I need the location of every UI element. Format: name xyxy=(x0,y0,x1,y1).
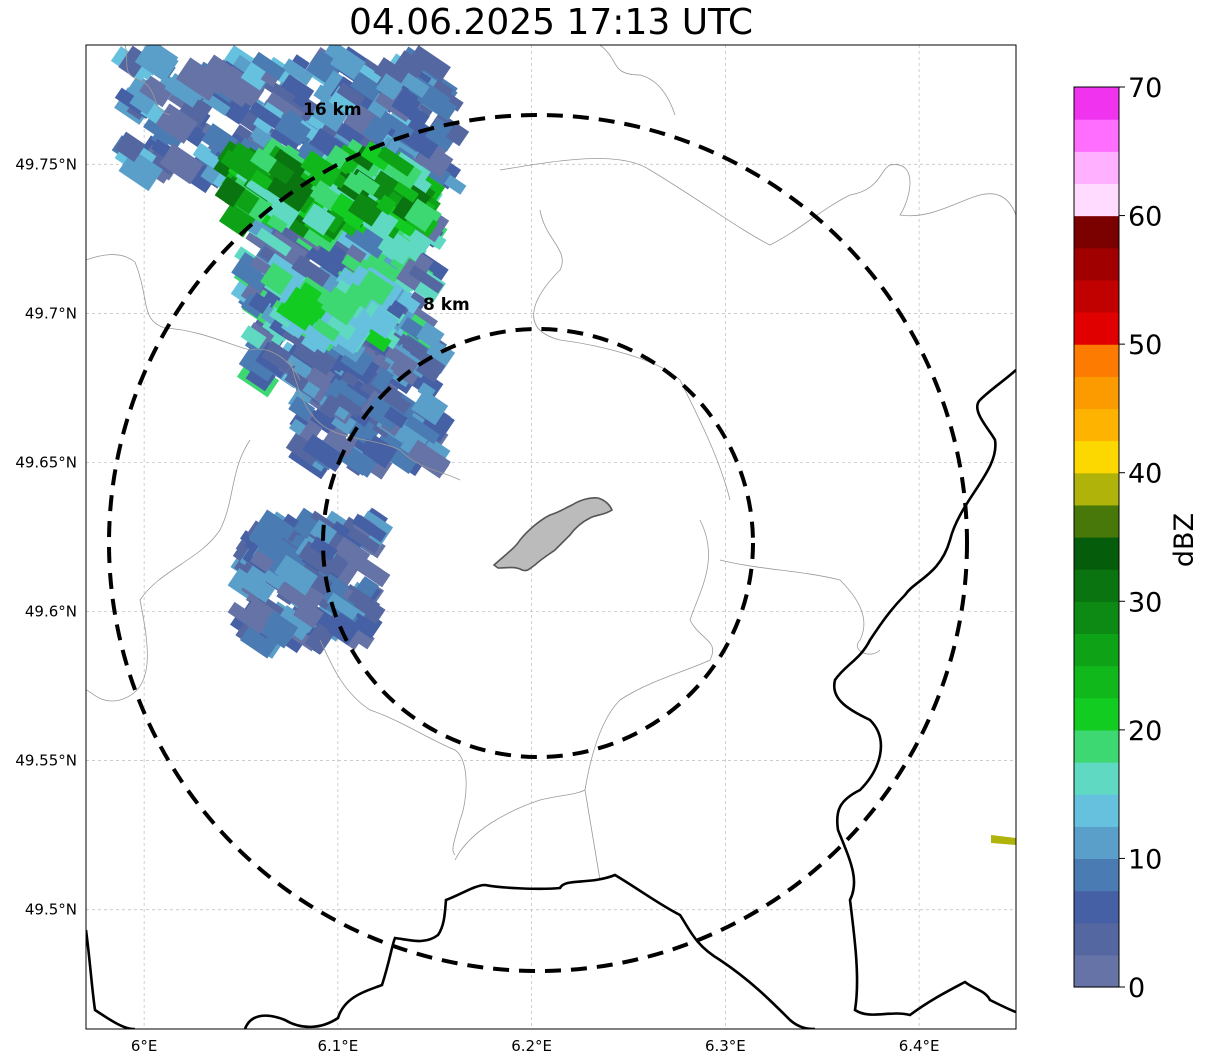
colorbar-swatch xyxy=(1074,794,1119,827)
lat-tick-label: 49.65°N xyxy=(15,453,77,471)
colorbar-swatch xyxy=(1074,441,1119,474)
colorbar-swatch xyxy=(1074,119,1119,152)
colorbar-swatch xyxy=(1074,505,1119,538)
colorbar-swatch xyxy=(1074,891,1119,924)
colorbar-swatch xyxy=(1074,537,1119,570)
colorbar-tick-label: 20 xyxy=(1128,716,1162,747)
colorbar-swatch xyxy=(1074,183,1119,216)
colorbar: 0 10 20 30 40 50 60 70 xyxy=(1074,73,1162,1004)
colorbar-swatch xyxy=(1074,87,1119,120)
colorbar-swatch xyxy=(1074,826,1119,859)
colorbar-swatch xyxy=(1074,762,1119,795)
lat-tick-label: 49.5°N xyxy=(25,901,77,919)
colorbar-swatch xyxy=(1074,151,1119,184)
range-ring-16km-label: 16 km xyxy=(303,100,362,120)
lon-tick-label: 6.3°E xyxy=(705,1037,746,1055)
colorbar-swatch xyxy=(1074,344,1119,377)
colorbar-swatch xyxy=(1074,858,1119,891)
colorbar-tick-label: 10 xyxy=(1128,844,1162,875)
city-outline xyxy=(494,498,612,571)
colorbar-tick-label: 0 xyxy=(1128,973,1145,1004)
colorbar-swatch xyxy=(1074,569,1119,602)
colorbar-swatch xyxy=(1074,601,1119,634)
colorbar-swatch xyxy=(1074,955,1119,988)
radar-echoes xyxy=(111,40,469,659)
range-ring-8km-label: 8 km xyxy=(423,295,470,315)
colorbar-swatch xyxy=(1074,408,1119,441)
colorbar-swatch xyxy=(1074,280,1119,313)
colorbar-tick-label: 70 xyxy=(1128,73,1162,104)
colorbar-title: dBZ xyxy=(1169,513,1200,567)
colorbar-swatch xyxy=(1074,666,1119,699)
colorbar-tick-label: 60 xyxy=(1128,202,1162,233)
colorbar-tick-label: 50 xyxy=(1128,330,1162,361)
colorbar-swatch xyxy=(1074,730,1119,763)
colorbar-swatch xyxy=(1074,698,1119,731)
lat-tick-label: 49.55°N xyxy=(15,752,77,770)
lat-tick-label: 49.6°N xyxy=(25,603,77,621)
echo-fragment xyxy=(991,835,1016,845)
lon-tick-label: 6°E xyxy=(131,1037,158,1055)
colorbar-swatch xyxy=(1074,216,1119,249)
colorbar-swatch xyxy=(1074,473,1119,506)
colorbar-swatch xyxy=(1074,376,1119,409)
colorbar-swatch xyxy=(1074,312,1119,345)
colorbar-swatch xyxy=(1074,248,1119,281)
colorbar-swatch xyxy=(1074,923,1119,956)
lat-tick-label: 49.75°N xyxy=(15,155,77,173)
colorbar-tick-label: 40 xyxy=(1128,459,1162,490)
colorbar-swatch xyxy=(1074,633,1119,666)
colorbar-tick-label: 30 xyxy=(1128,587,1162,618)
lon-tick-label: 6.4°E xyxy=(899,1037,940,1055)
lon-tick-label: 6.1°E xyxy=(317,1037,358,1055)
lat-tick-label: 49.7°N xyxy=(25,304,77,322)
national-borders xyxy=(86,370,1016,1029)
lon-tick-label: 6.2°E xyxy=(511,1037,552,1055)
